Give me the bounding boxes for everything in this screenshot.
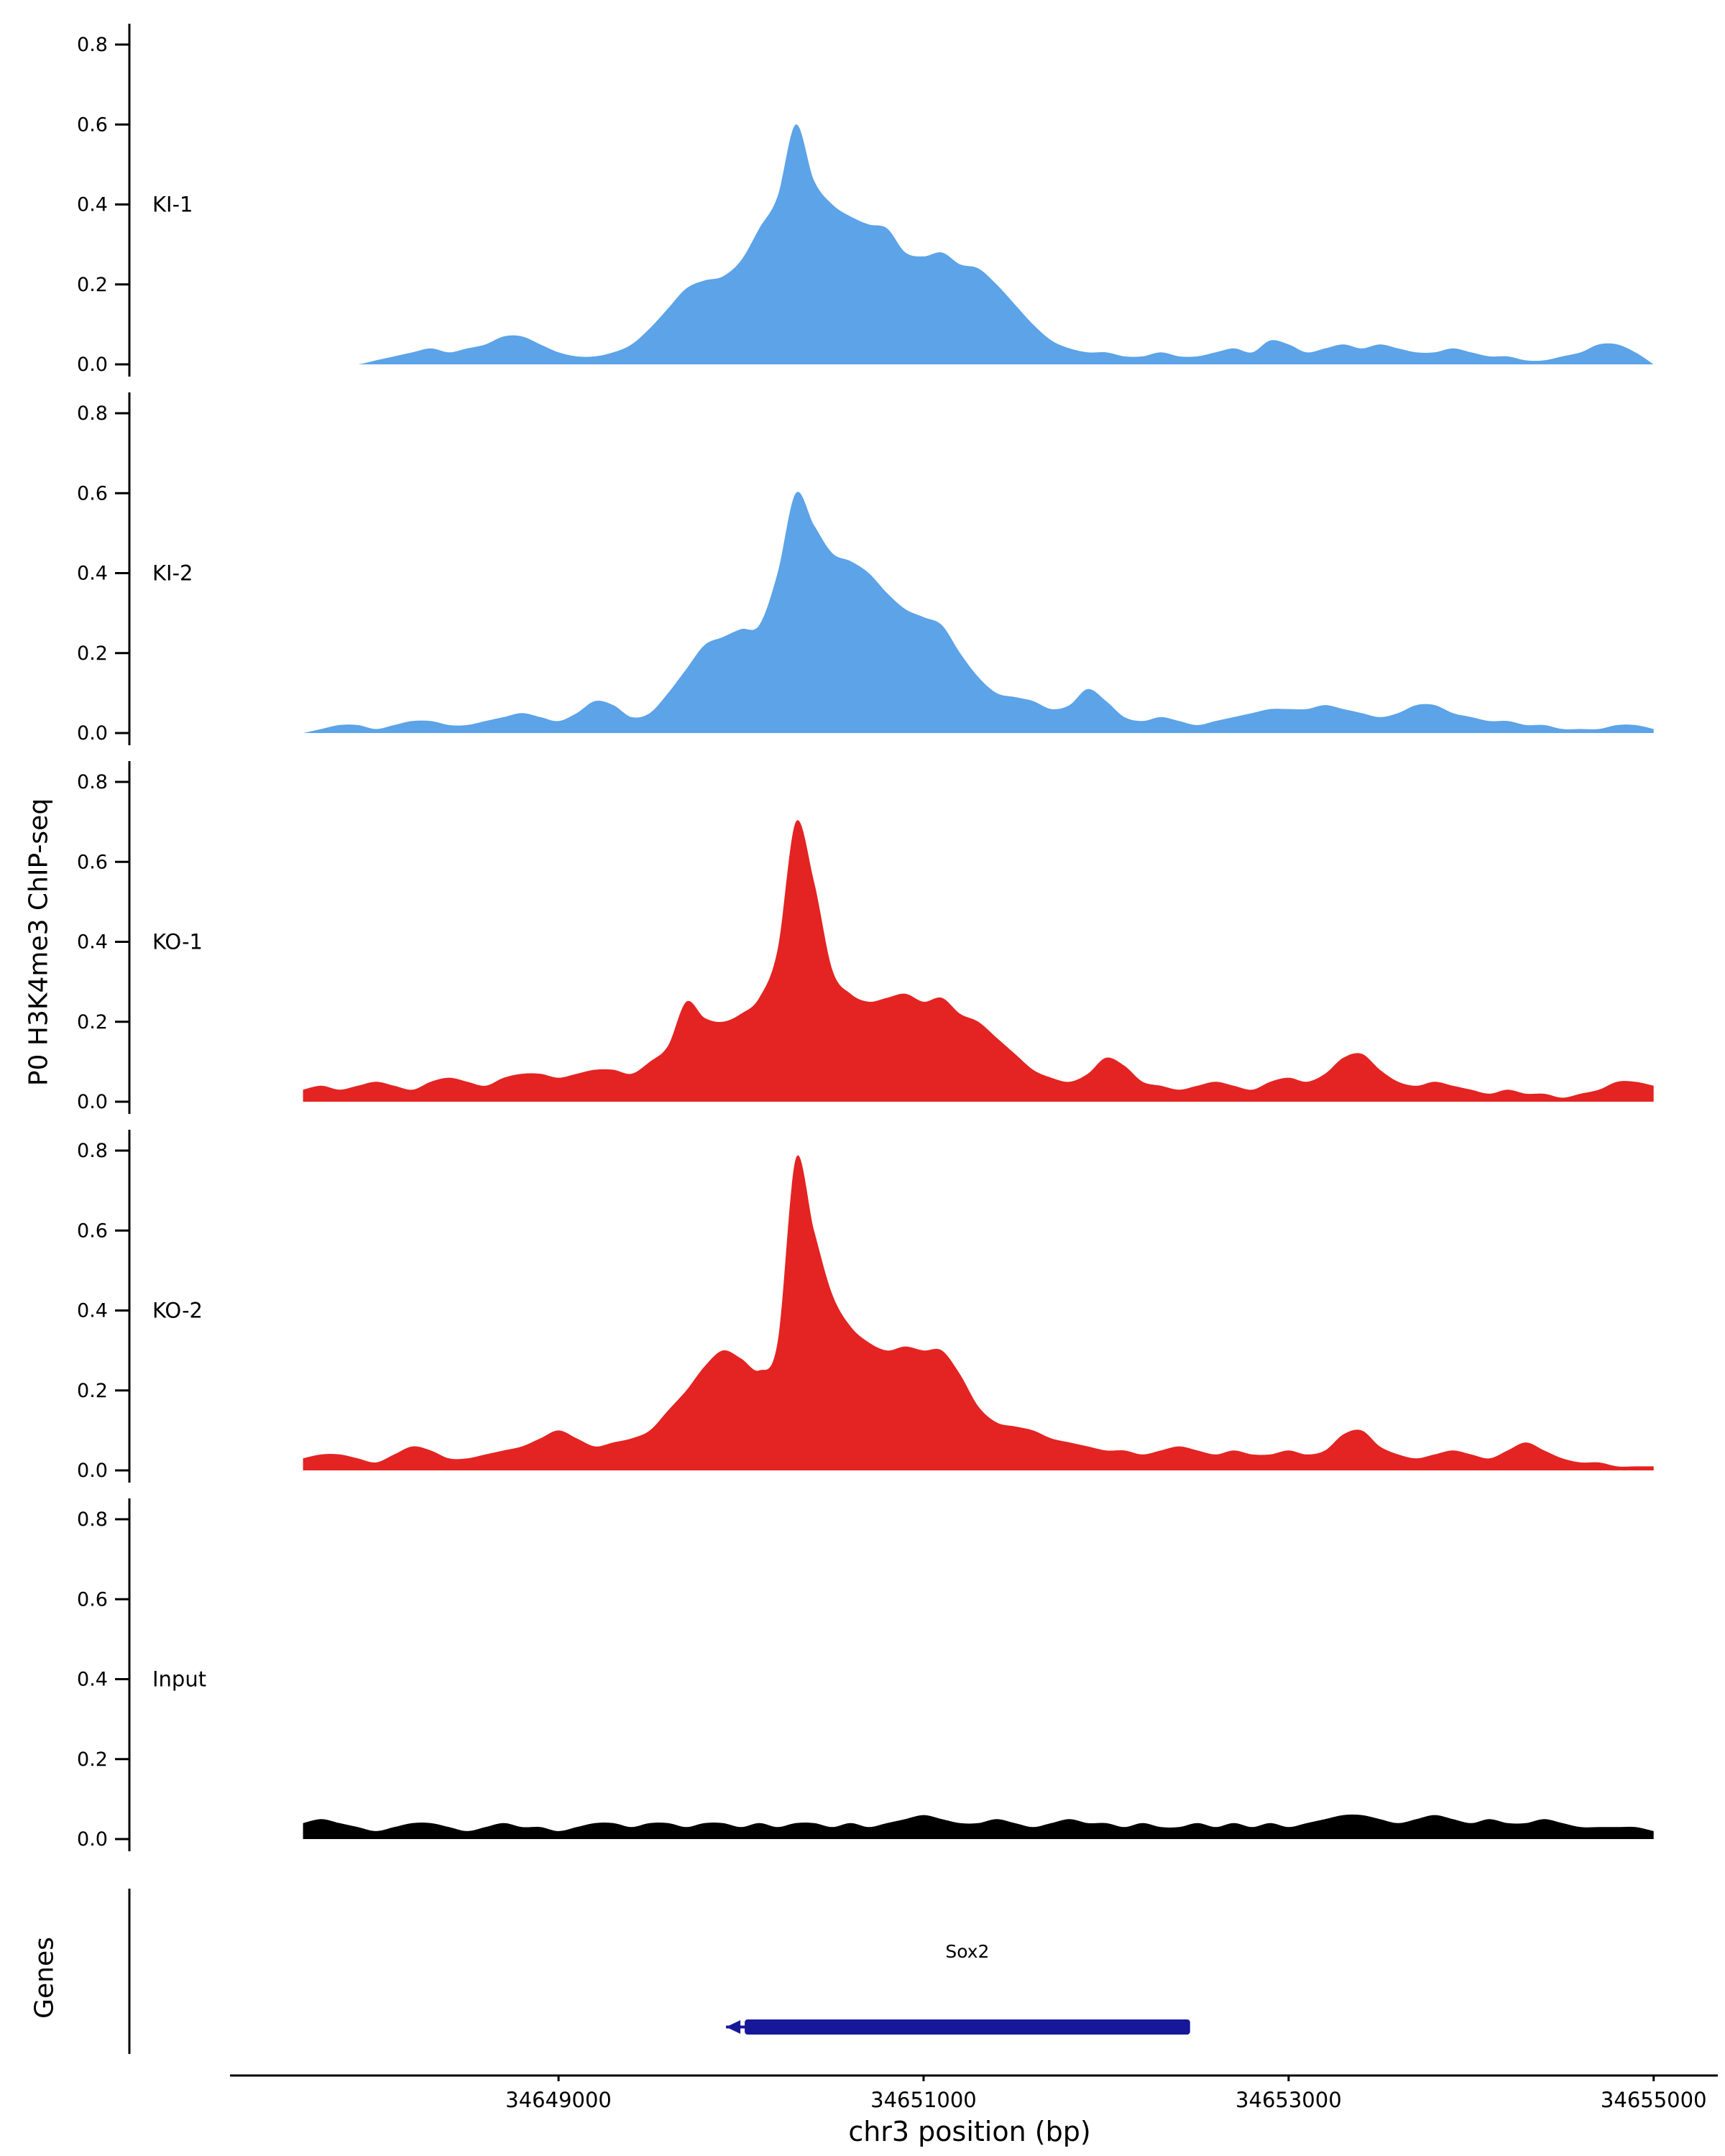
x-tick-label: 34649000 (505, 2088, 612, 2112)
y-tick-label: 0.0 (77, 1091, 108, 1113)
y-tick-label: 0.4 (77, 1300, 108, 1322)
track-panel-ki-1: 0.0 0.2 0.4 0.6 0.8 KI-1 (77, 24, 1654, 377)
x-tick-label: 34653000 (1236, 2088, 1342, 2112)
y-tick-label: 0.6 (77, 1220, 108, 1242)
track-panel-ko-1: 0.0 0.2 0.4 0.6 0.8 KO-1 (77, 761, 1654, 1114)
track-name-label: KI-2 (152, 561, 193, 586)
y-tick-label: 0.6 (77, 482, 108, 505)
y-tick-label: 0.4 (77, 563, 108, 585)
y-tick-label: 0.2 (77, 274, 108, 296)
y-tick-label: 0.6 (77, 851, 108, 873)
y-tick-label: 0.6 (77, 1588, 108, 1611)
genes-panel-svg: Sox2 (128, 1889, 1190, 2054)
signal-area-ko-2 (303, 1155, 1654, 1470)
y-tick-label: 0.0 (77, 722, 108, 745)
gene-body-sox2 (745, 2019, 1190, 2035)
track-panel-input: 0.0 0.2 0.4 0.6 0.8 Input (77, 1498, 1654, 1851)
signal-area-ko-1 (303, 820, 1654, 1102)
x-axis-label: chr3 position (bp) (848, 2116, 1091, 2147)
y-tick-label: 0.4 (77, 931, 108, 954)
x-axis-svg: 34649000 34651000 34653000 34655000 (230, 2074, 1718, 2112)
y-tick-label: 0.8 (77, 1140, 108, 1162)
gene-strand-arrow-icon (726, 2020, 741, 2034)
track-name-label: KI-1 (152, 193, 193, 217)
track-panel-ki-2: 0.0 0.2 0.4 0.6 0.8 KI-2 (77, 392, 1654, 745)
y-tick-label: 0.8 (77, 402, 108, 425)
x-tick-label: 34655000 (1601, 2088, 1707, 2112)
y-tick-label: 0.2 (77, 1749, 108, 1771)
y-tick-label: 0.8 (77, 34, 108, 56)
y-tick-label: 0.8 (77, 1508, 108, 1531)
track-name-label: KO-2 (152, 1299, 203, 1323)
signal-area-input (303, 1814, 1654, 1839)
y-tick-label: 0.2 (77, 642, 108, 665)
track-name-label: KO-1 (152, 930, 203, 954)
y-tick-label: 0.0 (77, 1828, 108, 1851)
signal-area-ki-1 (303, 124, 1654, 364)
x-tick-label: 34651000 (870, 2088, 977, 2112)
y-tick-label: 0.0 (77, 354, 108, 376)
y-tick-label: 0.8 (77, 771, 108, 793)
y-tick-label: 0.2 (77, 1380, 108, 1402)
y-tick-label: 0.0 (77, 1460, 108, 1482)
track-name-label: Input (152, 1667, 206, 1692)
y-tick-label: 0.6 (77, 114, 108, 136)
y-tick-label: 0.4 (77, 1669, 108, 1691)
signal-area-ki-2 (303, 492, 1654, 733)
y-tick-label: 0.2 (77, 1011, 108, 1033)
track-panel-ko-2: 0.0 0.2 0.4 0.6 0.8 KO-2 (77, 1130, 1654, 1483)
gene-label: Sox2 (945, 1941, 989, 1962)
y-tick-label: 0.4 (77, 194, 108, 216)
